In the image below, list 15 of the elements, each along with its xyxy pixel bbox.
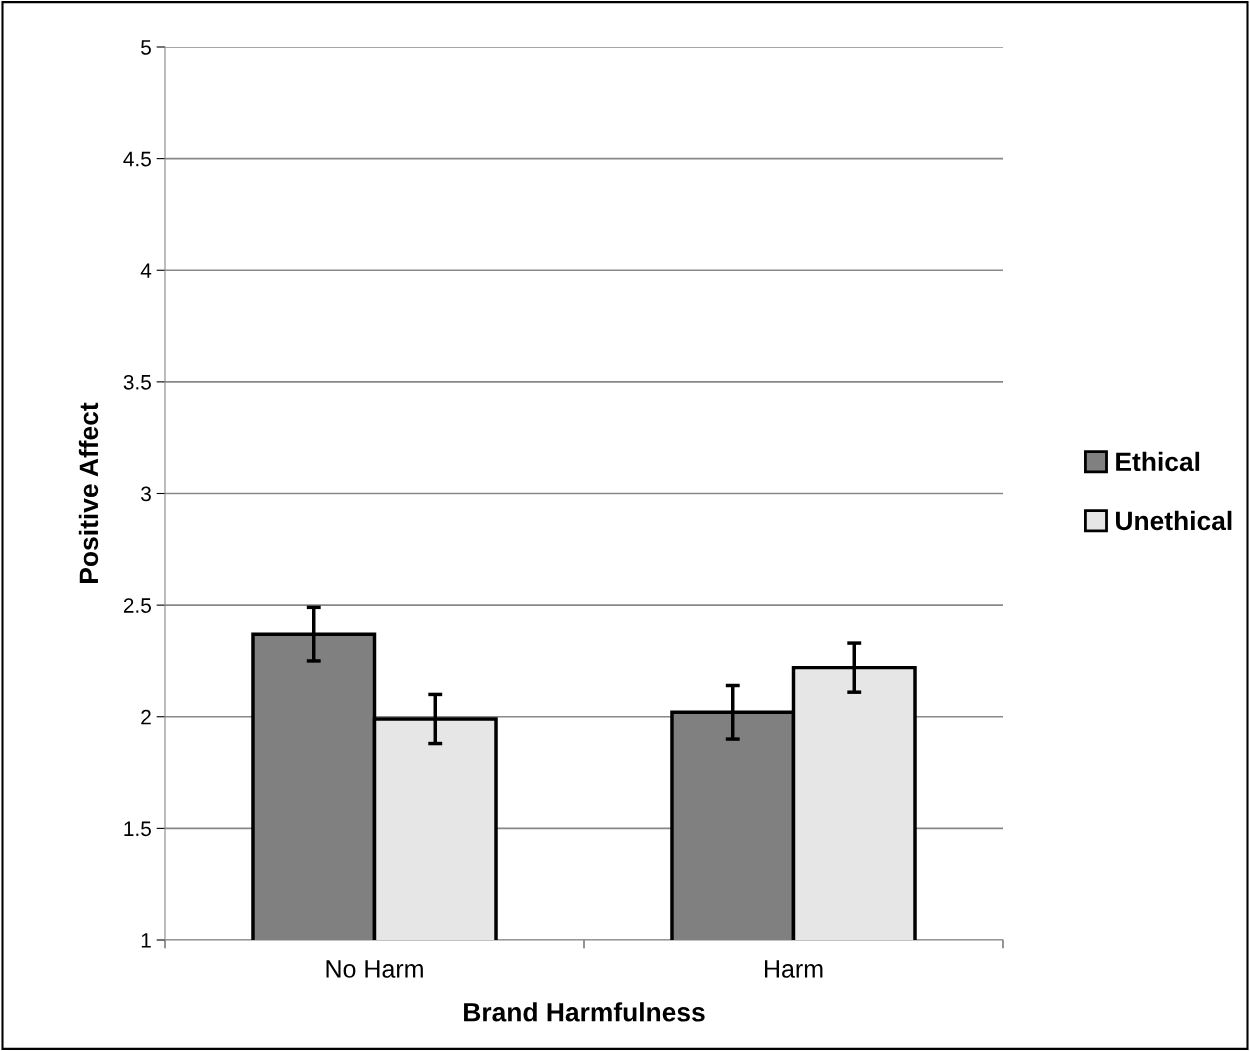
x-tick-label: No Harm [326, 960, 423, 978]
y-tick-label: 2.5 [123, 598, 151, 613]
x-axis-title: Brand Harmfulness [464, 1002, 705, 1022]
y-tick-label: 5 [141, 40, 151, 55]
y-tick-label: 4.5 [123, 151, 151, 167]
y-tick-label: 1.5 [124, 821, 151, 837]
y-tick-label: 2 [141, 709, 151, 725]
x-tick-label: Harm [765, 960, 823, 978]
y-tick-label: 3.5 [123, 374, 151, 390]
legend-label: Unethical [1116, 510, 1232, 531]
legend-label: Ethical [1116, 451, 1200, 472]
y-axis-title: Positive Affect [78, 402, 99, 583]
y-tick-label: 1 [141, 933, 151, 948]
y-tick-label: 4 [140, 263, 152, 278]
y-tick-label: 3 [141, 486, 151, 502]
